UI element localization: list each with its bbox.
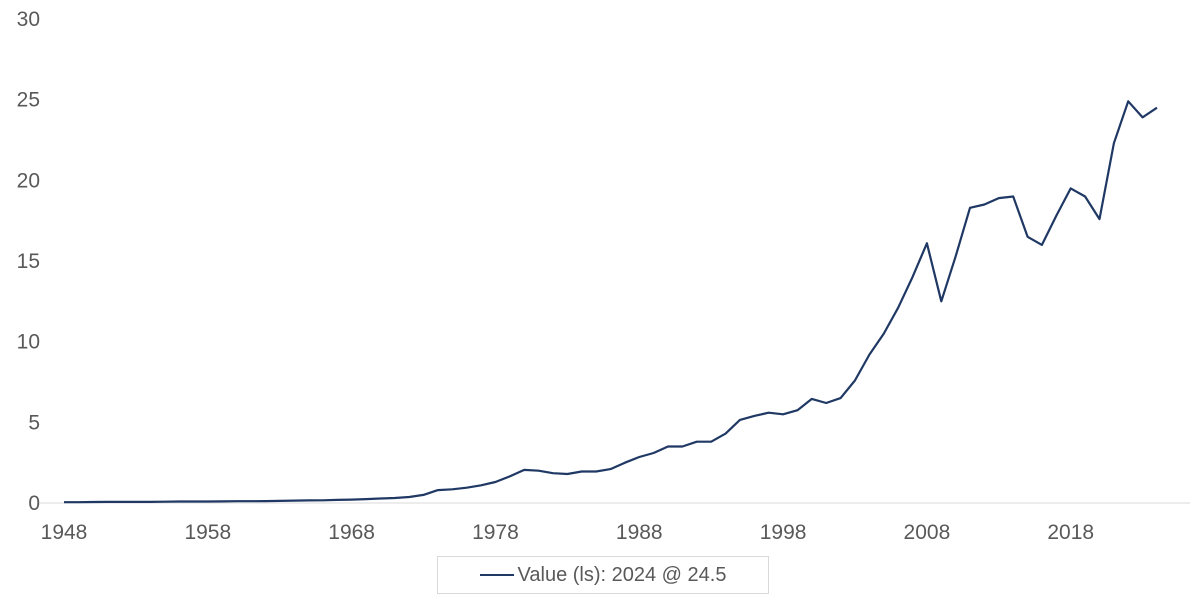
y-tick-label: 15: [17, 250, 40, 273]
y-tick-label: 20: [17, 169, 40, 192]
x-tick-label: 1978: [472, 521, 519, 544]
x-tick-label: 1998: [760, 521, 807, 544]
x-tick-label: 2008: [904, 521, 951, 544]
y-tick-label: 5: [28, 411, 40, 434]
x-tick-label: 1968: [328, 521, 375, 544]
y-tick-label: 10: [17, 331, 40, 354]
legend-label: Value (ls): 2024 @ 24.5: [517, 563, 727, 586]
series-layer: [64, 100, 1158, 504]
x-tick-label: 1948: [41, 521, 88, 544]
x-tick-label: 1988: [616, 521, 663, 544]
legend: Value (ls): 2024 @ 24.5: [437, 556, 769, 594]
y-tick-label: 0: [28, 492, 40, 515]
series-line: [64, 100, 1158, 504]
y-axis-ticks: 0 5 10 15 20 25 30: [17, 8, 40, 515]
x-tick-label: 2018: [1047, 521, 1094, 544]
y-tick-label: 30: [17, 8, 40, 31]
x-axis-ticks: 1948 1958 1968 1978 1988 1998 2008 2018: [41, 521, 1094, 544]
x-tick-label: 1958: [184, 521, 231, 544]
legend-swatch: [479, 574, 514, 576]
y-tick-label: 25: [17, 89, 40, 112]
